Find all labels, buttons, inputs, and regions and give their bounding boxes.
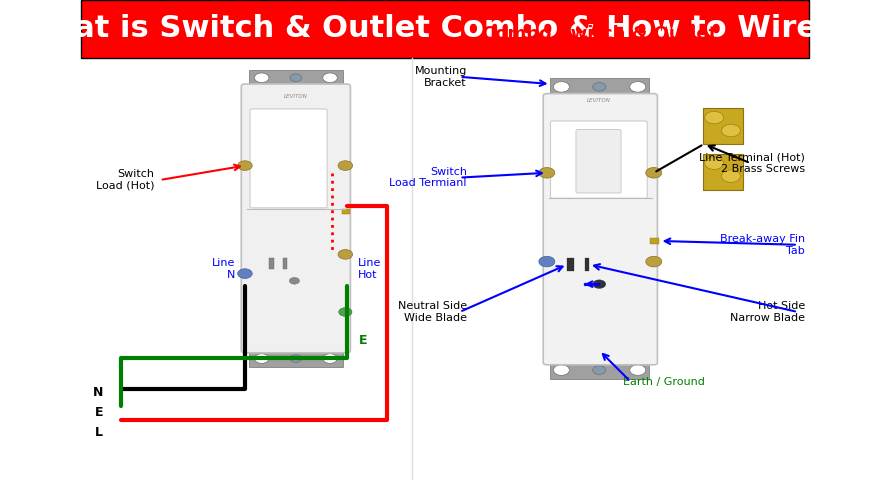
Text: Switch
Load Termianl: Switch Load Termianl (389, 167, 467, 189)
FancyBboxPatch shape (81, 0, 809, 58)
Text: LEVITON: LEVITON (587, 98, 611, 103)
Text: Line
N: Line N (212, 258, 236, 279)
Bar (284, 258, 287, 269)
Text: Mounting
Bracket: Mounting Bracket (415, 66, 467, 88)
Text: L: L (95, 426, 103, 440)
Bar (651, 238, 659, 244)
Circle shape (722, 124, 740, 137)
FancyBboxPatch shape (576, 130, 621, 193)
Circle shape (289, 277, 300, 284)
Text: E: E (94, 406, 103, 420)
Bar (248, 350, 344, 367)
Circle shape (630, 365, 646, 375)
Circle shape (238, 161, 252, 170)
Text: LEVITON: LEVITON (284, 94, 308, 98)
Text: What is Switch & Outlet Combo & How to Wire It?: What is Switch & Outlet Combo & How to W… (19, 14, 871, 43)
Bar (567, 258, 574, 271)
Circle shape (255, 73, 269, 83)
Circle shape (705, 111, 724, 124)
Circle shape (722, 170, 740, 182)
FancyBboxPatch shape (250, 109, 328, 208)
Text: Break-away Fin
Tab: Break-away Fin Tab (720, 234, 805, 255)
Circle shape (554, 82, 570, 92)
Circle shape (338, 250, 352, 259)
Text: Line Terminal (Hot)
2 Brass Screws: Line Terminal (Hot) 2 Brass Screws (700, 153, 805, 174)
Circle shape (630, 82, 646, 92)
Bar (248, 70, 344, 86)
Text: Hot Side
Narrow Blade: Hot Side Narrow Blade (730, 301, 805, 323)
Text: Line
Hot: Line Hot (358, 258, 381, 279)
Bar (703, 154, 743, 190)
Circle shape (339, 308, 352, 316)
Circle shape (323, 73, 337, 83)
Text: Combo Switch & Outlet: Combo Switch & Outlet (481, 24, 716, 43)
Bar (703, 108, 743, 144)
Circle shape (646, 168, 662, 178)
Circle shape (290, 355, 302, 362)
Bar (342, 209, 351, 214)
Text: Earth / Ground: Earth / Ground (623, 377, 705, 386)
Circle shape (538, 256, 554, 267)
Circle shape (238, 269, 252, 278)
Bar (269, 258, 274, 269)
Circle shape (338, 161, 352, 170)
FancyBboxPatch shape (551, 121, 647, 198)
Circle shape (593, 280, 606, 288)
Circle shape (323, 354, 337, 363)
Circle shape (593, 366, 606, 374)
Text: E: E (360, 334, 368, 348)
FancyBboxPatch shape (241, 84, 351, 353)
Circle shape (593, 83, 606, 91)
Text: Neutral Side
Wide Blade: Neutral Side Wide Blade (398, 301, 467, 323)
Bar (551, 361, 649, 379)
Text: Switch
Load (Hot): Switch Load (Hot) (95, 169, 154, 191)
Circle shape (538, 168, 554, 178)
Circle shape (646, 256, 662, 267)
Bar (551, 78, 649, 96)
Circle shape (554, 365, 570, 375)
Circle shape (255, 354, 269, 363)
Text: N: N (93, 386, 103, 399)
FancyBboxPatch shape (543, 94, 658, 365)
Circle shape (705, 157, 724, 169)
Circle shape (290, 74, 302, 82)
Bar (585, 258, 589, 271)
